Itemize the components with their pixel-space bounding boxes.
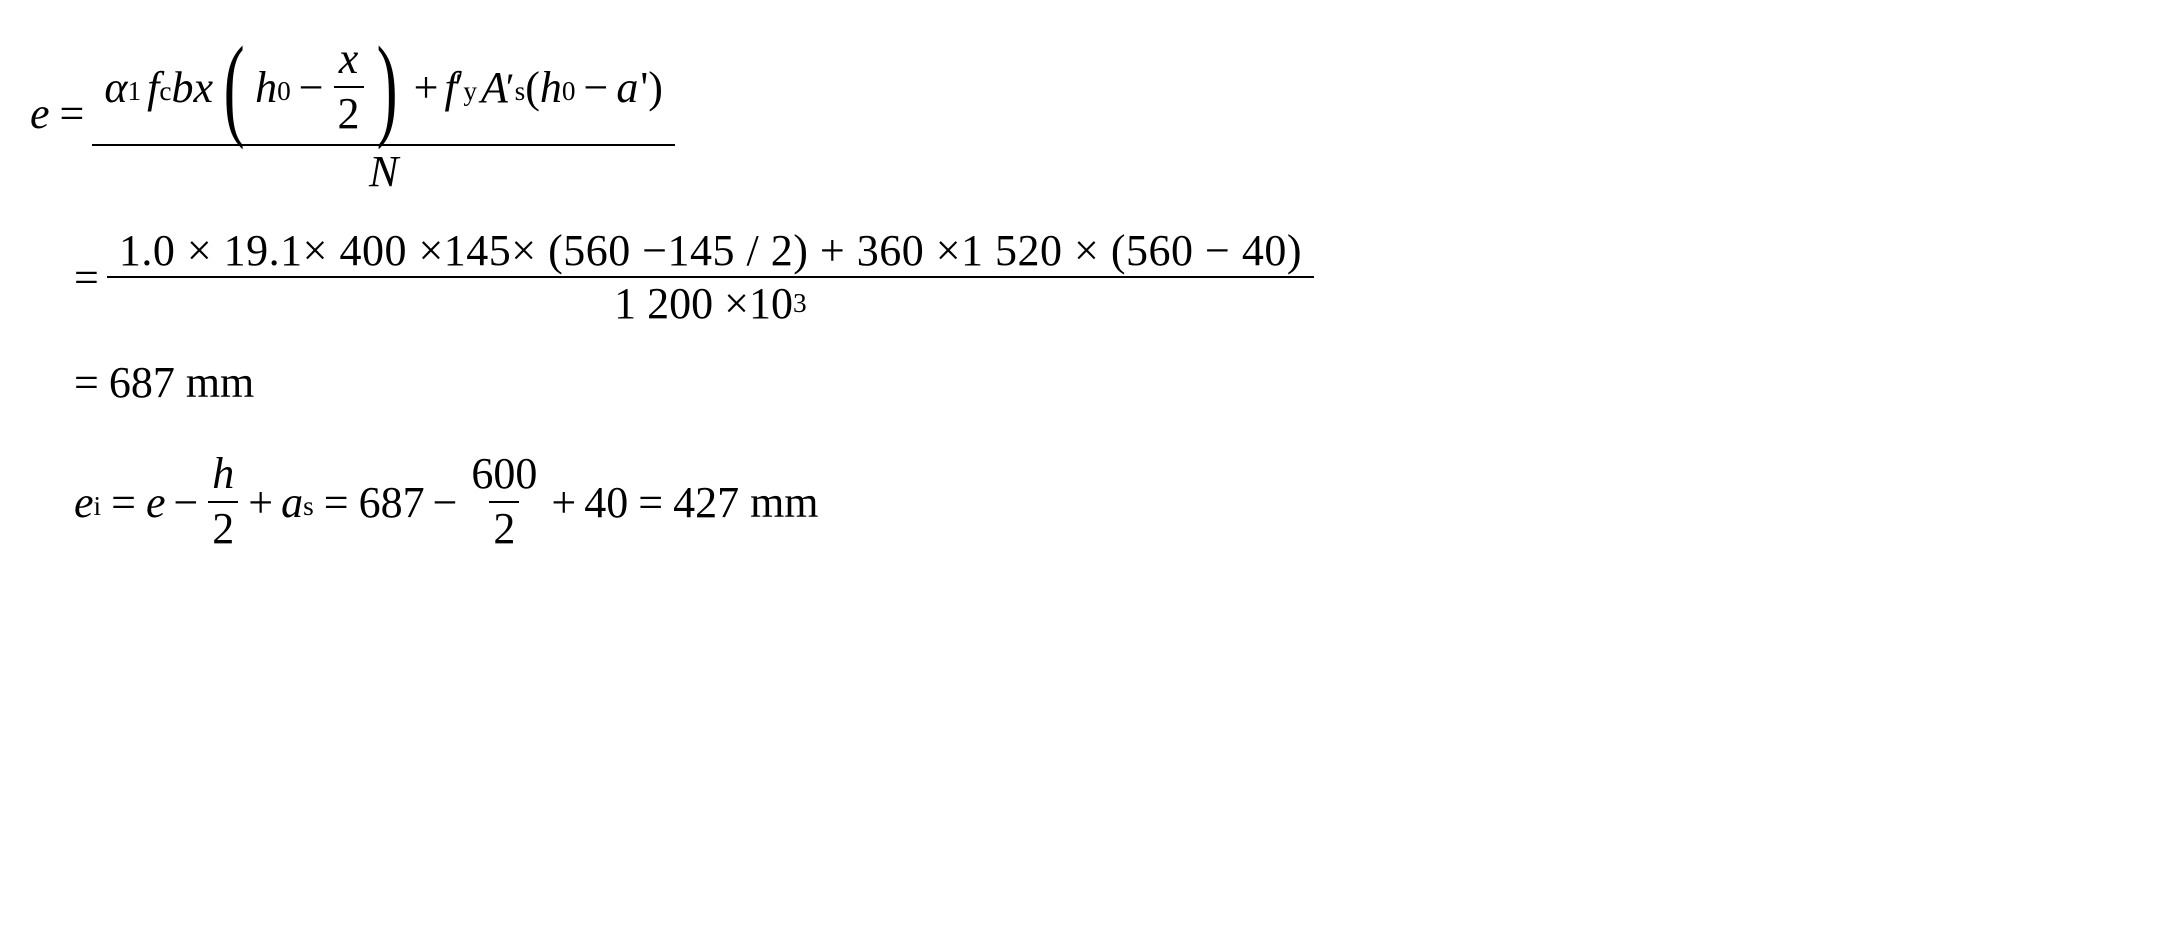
plus-4b: + [551, 477, 576, 528]
var-e: e [30, 88, 50, 139]
equals-4a: = [111, 477, 136, 528]
a-s-sub: s [303, 491, 314, 522]
result-e: 687 mm [109, 357, 254, 408]
h0-sub: 0 [277, 76, 291, 107]
a-prime-mark: ' [640, 62, 648, 113]
equals-4b: = [324, 477, 349, 528]
lparen-2: ( [525, 62, 540, 113]
frac-numeric-den: 1 200 ×103 [107, 276, 1314, 329]
plus-1: + [414, 62, 439, 113]
600-over-2-den: 2 [489, 501, 519, 556]
frac-numeric: 1.0 × 19.1× 400 ×145× (560 −145 / 2) + 3… [113, 225, 1308, 329]
equation-line-2: = 1.0 × 19.1× 400 ×145× (560 −145 / 2) +… [74, 225, 2150, 329]
600-over-2: 600 2 [467, 448, 541, 556]
h0-2: h [540, 62, 562, 113]
alpha-sub: 1 [127, 76, 141, 107]
val-687: 687 [359, 477, 425, 528]
frac-symbolic-num: α1 fc b x ( h0 − x 2 ) + f′y A′s ( h0 − … [98, 30, 669, 144]
a-prime: a [616, 62, 638, 113]
var-e-rhs: e [146, 477, 166, 528]
x-over-2: x 2 [334, 33, 364, 141]
As-prime: A [481, 62, 508, 113]
h-over-2: h 2 [208, 448, 238, 556]
equals-4c: = [638, 477, 663, 528]
frac-symbolic-den: N [92, 144, 675, 197]
As-sub: s [515, 76, 526, 107]
f: f [147, 62, 159, 113]
N: N [369, 146, 398, 197]
x-over-2-den: 2 [334, 86, 364, 141]
equals-2: = [74, 252, 99, 303]
den-base: 1 200 ×10 [614, 278, 793, 329]
f-sub: c [159, 76, 171, 107]
600-over-2-num: 600 [467, 448, 541, 501]
paren-content-1: h0 − x 2 [255, 33, 365, 141]
var-ei-sub: i [94, 491, 102, 522]
equation-line-1: e = α1 fc b x ( h0 − x 2 ) + f′y A′s ( h… [30, 30, 2150, 197]
equation-line-4: ei = e − h 2 + as = 687 − 600 2 + 40 = 4… [74, 448, 2150, 556]
var-ei: e [74, 477, 94, 528]
den-exp: 3 [793, 288, 807, 319]
fy-sub: y [463, 76, 477, 107]
lparen-big: ( [224, 30, 245, 144]
x: x [193, 62, 213, 113]
h-over-2-den: 2 [208, 501, 238, 556]
equals-1: = [60, 88, 85, 139]
a-s: a [281, 477, 303, 528]
minus-1: − [299, 62, 324, 113]
alpha: α [104, 62, 127, 113]
minus-2: − [584, 62, 609, 113]
minus-4b: − [433, 477, 458, 528]
h0: h [255, 62, 277, 113]
result-ei: 427 mm [673, 477, 818, 528]
x-over-2-num: x [335, 33, 363, 86]
equals-3: = [74, 357, 99, 408]
fy-prime-mark: ′ [455, 64, 464, 110]
frac-symbolic: α1 fc b x ( h0 − x 2 ) + f′y A′s ( h0 − … [98, 30, 669, 197]
val-40: 40 [584, 477, 628, 528]
h-over-2-num: h [208, 448, 238, 501]
b: b [171, 62, 193, 113]
plus-4a: + [248, 477, 273, 528]
frac-numeric-num: 1.0 × 19.1× 400 ×145× (560 −145 / 2) + 3… [113, 225, 1308, 276]
rparen-2: ) [648, 62, 663, 113]
minus-4a: − [173, 477, 198, 528]
equation-line-3: = 687 mm [74, 357, 2150, 408]
As-prime-mark: ′ [506, 64, 515, 110]
rparen-big: ) [376, 30, 397, 144]
h0-2-sub: 0 [562, 76, 576, 107]
